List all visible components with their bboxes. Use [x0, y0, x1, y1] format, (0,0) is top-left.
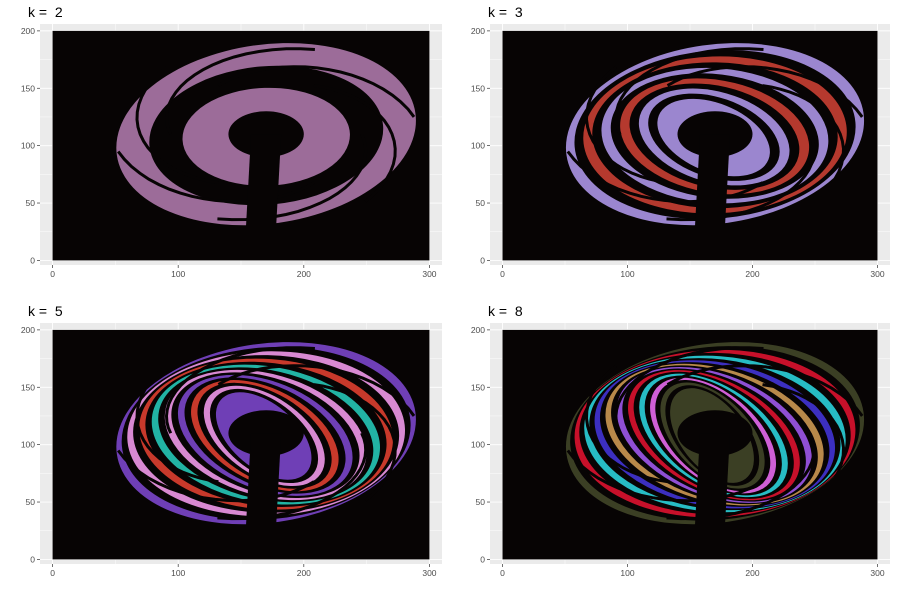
y-tick-label: 0	[480, 255, 485, 265]
y-tick-label: 0	[480, 554, 485, 564]
panel-k5: 0 100 200 300 0 50 100 150 200	[21, 323, 442, 578]
disc-stem	[246, 433, 282, 525]
disc-hole	[228, 410, 304, 457]
x-tick-label: 200	[297, 269, 311, 279]
x-tick-label: 0	[50, 568, 55, 578]
swirl-streak	[566, 449, 764, 503]
x-tick-label: 200	[745, 568, 759, 578]
panel-k8: 0 100 200 300 0 50 100 150 200	[471, 323, 890, 578]
x-tick-label: 0	[500, 568, 505, 578]
y-tick-label: 200	[21, 26, 35, 36]
y-tick-label: 150	[471, 382, 485, 392]
disc-stem	[695, 134, 730, 226]
panel-title-k8: k = 8	[488, 303, 523, 319]
panel-title-k5: k = 5	[28, 303, 63, 319]
y-tick-label: 0	[30, 554, 35, 564]
swirl-streak	[566, 150, 764, 204]
swirl-streak	[164, 346, 315, 434]
x-tick-label: 100	[620, 269, 634, 279]
disc-hole	[677, 410, 753, 457]
swirl-streak	[666, 65, 864, 118]
panel-title-k3: k = 3	[488, 4, 523, 20]
swirl-streak	[614, 346, 764, 434]
swirl-streak	[762, 84, 846, 203]
panel-k2: 0 100 200 300 0 50 100 150 200	[21, 24, 442, 279]
swirl-streak	[313, 84, 397, 203]
x-tick-label: 300	[422, 568, 436, 578]
y-tick-label: 50	[26, 497, 36, 507]
swirl-streak	[217, 65, 416, 118]
swirl-streak	[117, 449, 315, 503]
y-tick-label: 50	[476, 198, 486, 208]
panel-k3: 0 100 200 300 0 50 100 150 200	[471, 24, 890, 279]
swirl-streak	[614, 47, 764, 135]
swirl-streak	[135, 65, 219, 185]
x-tick-label: 200	[745, 269, 759, 279]
y-tick-label: 100	[471, 440, 485, 450]
y-tick-label: 150	[21, 382, 35, 392]
x-tick-label: 300	[870, 269, 884, 279]
swirl-streak	[313, 383, 397, 502]
x-tick-label: 100	[171, 568, 185, 578]
swirl-streak	[584, 65, 668, 185]
spiral-disc	[565, 43, 865, 226]
y-tick-label: 50	[476, 497, 486, 507]
spiral-disc	[116, 43, 416, 226]
y-tick-label: 200	[471, 26, 485, 36]
disc-stem	[695, 433, 730, 525]
panel-title-k2: k = 2	[28, 4, 63, 20]
y-tick-label: 100	[471, 141, 485, 151]
swirl-streak	[135, 364, 219, 484]
swirl-streak	[117, 150, 315, 204]
x-tick-label: 100	[171, 269, 185, 279]
y-tick-label: 150	[21, 83, 35, 93]
x-tick-label: 100	[620, 568, 634, 578]
y-tick-label: 200	[21, 325, 35, 335]
x-tick-label: 300	[422, 269, 436, 279]
y-tick-label: 0	[30, 255, 35, 265]
spiral-disc	[116, 342, 416, 525]
y-tick-label: 150	[471, 83, 485, 93]
y-tick-label: 50	[26, 198, 36, 208]
swirl-streak	[762, 383, 846, 502]
swirl-streak	[164, 47, 315, 135]
x-tick-label: 0	[500, 269, 505, 279]
swirl-streak	[666, 364, 864, 417]
x-tick-label: 200	[297, 568, 311, 578]
y-tick-label: 200	[471, 325, 485, 335]
swirl-streak	[584, 364, 668, 484]
x-tick-label: 300	[870, 568, 884, 578]
spiral-disc	[565, 342, 865, 525]
y-tick-label: 100	[21, 440, 35, 450]
x-tick-label: 0	[50, 269, 55, 279]
disc-stem	[246, 134, 282, 226]
swirl-streak	[217, 364, 416, 417]
y-tick-label: 100	[21, 141, 35, 151]
